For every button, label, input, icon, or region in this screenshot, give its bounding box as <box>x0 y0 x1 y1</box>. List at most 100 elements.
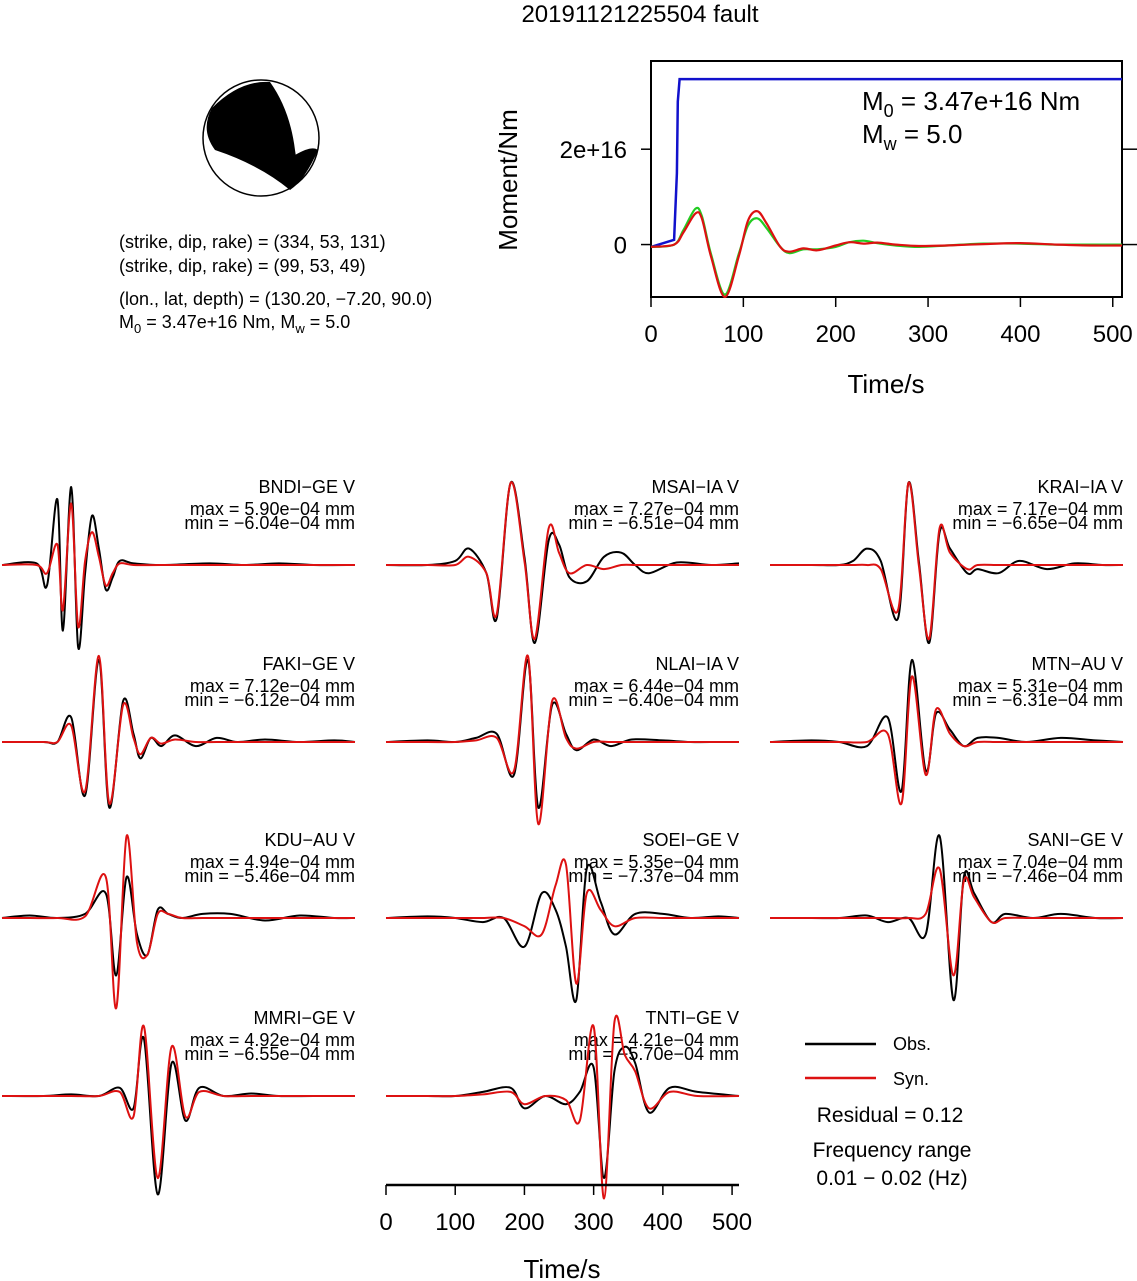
waveform-xtick-label: 200 <box>504 1209 544 1236</box>
trace-synthetic <box>1 654 355 805</box>
trace-observed <box>385 1045 740 1180</box>
trace-observed <box>1 875 356 977</box>
trace-station-label: SOEI−GE V <box>642 830 739 850</box>
trace-station-label: SANI−GE V <box>1027 830 1123 850</box>
trace-min-label: min = −6.51e−04 mm <box>568 513 739 533</box>
moment-series-blue <box>650 77 1122 249</box>
trace-synthetic <box>385 481 739 640</box>
moment-xlabel: Time/s <box>847 369 924 399</box>
trace-station-label: FAKI−GE V <box>262 654 355 674</box>
focal-mechanism-beachball <box>202 79 320 197</box>
trace-synthetic <box>1 1024 355 1180</box>
trace-max-label: max = 4.92e−04 mm <box>190 1030 355 1050</box>
trace-min-label: min = −6.31e−04 mm <box>952 690 1123 710</box>
moment-series-red <box>650 210 1123 299</box>
trace-max-label: max = 5.31e−04 mm <box>958 676 1123 696</box>
trace-synthetic <box>386 858 739 985</box>
moment-xtick-label: 200 <box>816 321 856 348</box>
trace-synthetic <box>770 866 1123 977</box>
moment-ytick-label: 0 <box>614 233 627 260</box>
trace-max-label: max = 4.21e−04 mm <box>574 1030 739 1050</box>
waveform-time-axis: 0 100 200 300 400 500 <box>379 1183 752 1236</box>
trace-min-label: min = −7.46e−04 mm <box>952 866 1123 886</box>
waveform-xtick-label: 300 <box>574 1209 614 1236</box>
trace-station-label: MSAI−IA V <box>651 477 739 497</box>
moment-xtick-label: 500 <box>1093 321 1133 348</box>
trace-max-label: max = 6.44e−04 mm <box>574 676 739 696</box>
trace-max-label: max = 7.04e−04 mm <box>958 852 1123 872</box>
figure-title: 20191121225504 fault <box>521 1 758 28</box>
trace-max-label: max = 5.90e−04 mm <box>190 499 355 519</box>
trace-station-label: KDU−AU V <box>264 830 355 850</box>
waveform-xtick-label: 400 <box>643 1209 683 1236</box>
trace-synthetic <box>385 654 739 826</box>
strike-dip-rake-2: (strike, dip, rake) = (99, 53, 49) <box>119 256 366 276</box>
moment-axes: 0 100 200 300 400 500 0 2e+16 <box>560 137 1137 348</box>
moment-xtick-label: 300 <box>908 321 948 348</box>
legend-syn-label: Syn. <box>893 1069 929 1089</box>
moment-m0-label: M0 = 3.47e+16 Nm <box>862 86 1080 121</box>
trace-min-label: min = −7.37e−04 mm <box>568 866 739 886</box>
trace-station-label: BNDI−GE V <box>258 477 355 497</box>
residual-text: Residual = 0.12 <box>817 1104 964 1127</box>
moment-mw-label: Mw = 5.0 <box>862 119 962 154</box>
moment-series-group <box>650 77 1123 299</box>
strike-dip-rake-1: (strike, dip, rake) = (334, 53, 131) <box>119 232 386 252</box>
trace-max-label: max = 5.35e−04 mm <box>574 852 739 872</box>
trace-observed <box>385 480 740 644</box>
moment-magnitude-info: M0 = 3.47e+16 Nm, Mw = 5.0 <box>119 312 350 336</box>
trace-station-label: MTN−AU V <box>1031 654 1123 674</box>
moment-ytick-label: 2e+16 <box>560 137 627 164</box>
lon-lat-depth: (lon., lat, depth) = (130.20, −7.20, 90.… <box>119 289 432 309</box>
waveform-xtick-label: 500 <box>712 1209 752 1236</box>
legend-obs-label: Obs. <box>893 1034 931 1054</box>
trace-min-label: min = −5.46e−04 mm <box>184 866 355 886</box>
trace-min-label: min = −6.55e−04 mm <box>184 1044 355 1064</box>
waveform-xtick-label: 0 <box>379 1209 392 1236</box>
trace-min-label: min = −6.40e−04 mm <box>568 690 739 710</box>
trace-synthetic <box>769 675 1123 806</box>
trace-synthetic <box>2 834 355 1010</box>
moment-series-green <box>650 206 1122 296</box>
trace-max-label: max = 7.17e−04 mm <box>958 499 1123 519</box>
trace-station-label: KRAI−IA V <box>1037 477 1123 497</box>
moment-plot-frame <box>650 60 1123 298</box>
trace-station-label: NLAI−IA V <box>655 654 739 674</box>
trace-max-label: max = 4.94e−04 mm <box>190 852 355 872</box>
trace-station-label: MMRI−GE V <box>253 1008 355 1028</box>
trace-max-label: max = 7.12e−04 mm <box>190 676 355 696</box>
legend: Obs. Syn. Residual = 0.12 Frequency rang… <box>805 1034 971 1190</box>
waveform-xlabel: Time/s <box>523 1254 600 1281</box>
trace-synthetic <box>385 1014 740 1200</box>
moment-xtick-label: 0 <box>644 321 657 348</box>
trace-observed <box>769 481 1124 644</box>
trace-observed <box>385 864 740 1004</box>
trace-min-label: min = −6.04e−04 mm <box>184 513 355 533</box>
frequency-range-value: 0.01 − 0.02 (Hz) <box>816 1167 967 1190</box>
trace-min-label: min = −5.70e−04 mm <box>568 1044 739 1064</box>
moment-xtick-label: 400 <box>1000 321 1040 348</box>
moment-ylabel: Moment/Nm <box>493 109 523 251</box>
waveform-xtick-label: 100 <box>435 1209 475 1236</box>
trace-station-label: TNTI−GE V <box>645 1008 739 1028</box>
trace-synthetic <box>769 481 1123 640</box>
trace-min-label: min = −6.12e−04 mm <box>184 690 355 710</box>
moment-xtick-label: 100 <box>723 321 763 348</box>
trace-synthetic <box>1 502 355 629</box>
trace-min-label: min = −6.65e−04 mm <box>952 513 1123 533</box>
frequency-range-title: Frequency range <box>813 1139 972 1162</box>
